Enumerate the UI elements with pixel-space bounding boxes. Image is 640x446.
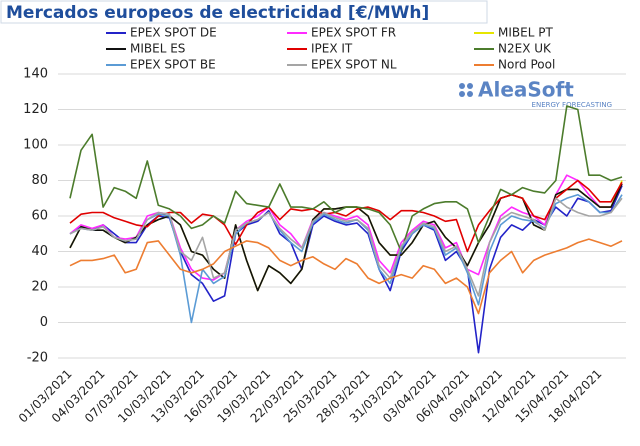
y-tick-label: 20 xyxy=(31,280,48,295)
legend-label: EPEX SPOT NL xyxy=(311,58,397,72)
series-line xyxy=(69,197,623,297)
logo-dot xyxy=(459,83,465,89)
series-line xyxy=(69,238,623,315)
logo-dot xyxy=(459,91,465,97)
series-line xyxy=(69,183,623,292)
y-tick-label: 40 xyxy=(31,244,48,259)
legend-label: MIBEL ES xyxy=(130,42,185,56)
chart-title: Mercados europeos de electricidad [€/MWh… xyxy=(6,3,429,23)
title-box xyxy=(0,0,488,24)
y-tick-label: 60 xyxy=(31,209,48,224)
series-line xyxy=(69,180,623,292)
series-line xyxy=(69,105,623,253)
y-tick-label: 120 xyxy=(23,102,48,117)
y-tick-label: 140 xyxy=(23,67,48,82)
legend-label: N2EX UK xyxy=(498,42,552,56)
legend-label: EPEX SPOT BE xyxy=(130,58,216,72)
logo-dot xyxy=(467,91,473,97)
series-line xyxy=(69,185,623,354)
logo: AleaSoft xyxy=(478,78,574,102)
legend-label: Nord Pool xyxy=(498,58,555,72)
y-tick-label: 100 xyxy=(23,138,48,153)
legend-label: EPEX SPOT DE xyxy=(130,26,217,40)
legend-label: MIBEL PT xyxy=(498,26,553,40)
y-tick-label: -20 xyxy=(27,351,48,366)
y-tick-label: 0 xyxy=(40,315,48,330)
legend-label: IPEX IT xyxy=(311,42,353,56)
legend-label: EPEX SPOT FR xyxy=(311,26,396,40)
y-tick-label: 80 xyxy=(31,173,48,188)
logo-dot xyxy=(467,83,473,89)
logo-tagline: ENERGY FORECASTING xyxy=(532,101,612,109)
series-line xyxy=(69,193,623,324)
